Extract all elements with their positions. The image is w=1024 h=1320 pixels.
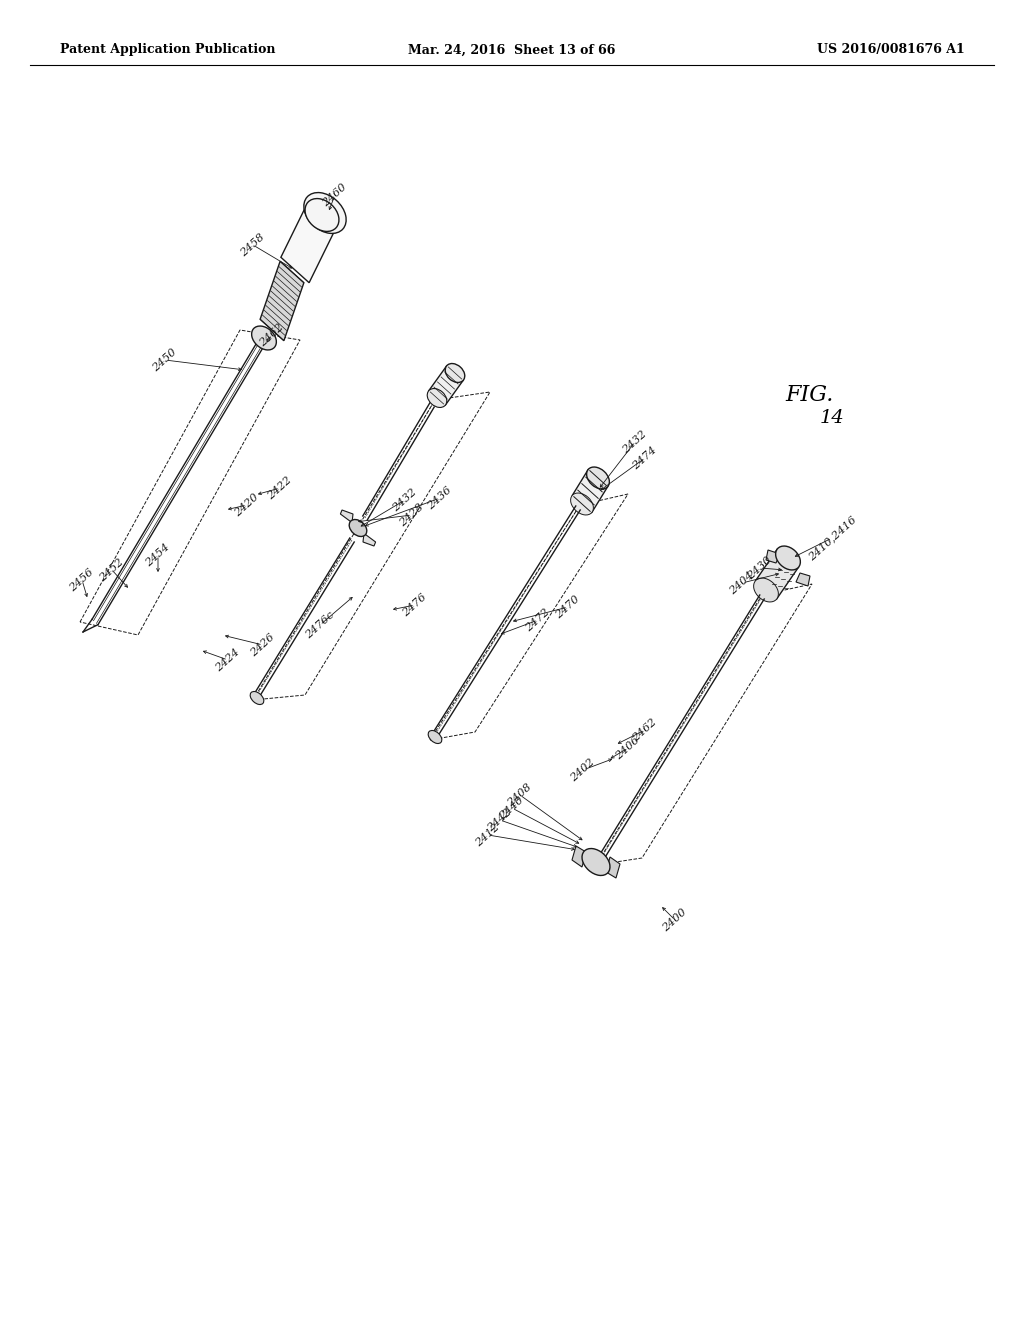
Polygon shape (572, 470, 607, 512)
Text: 2470: 2470 (554, 594, 582, 620)
Ellipse shape (570, 494, 593, 515)
Text: 2476c: 2476c (304, 610, 336, 640)
Text: 2472: 2472 (524, 607, 552, 634)
Text: 2450: 2450 (152, 347, 179, 374)
Polygon shape (281, 202, 336, 282)
Ellipse shape (587, 467, 609, 488)
Ellipse shape (305, 198, 339, 231)
Polygon shape (796, 573, 810, 586)
Text: 2404: 2404 (728, 570, 756, 597)
Ellipse shape (582, 849, 610, 875)
Text: 2408: 2408 (506, 781, 534, 808)
Text: 2462: 2462 (631, 717, 658, 743)
Text: 2432: 2432 (391, 487, 419, 513)
Text: 14: 14 (820, 409, 845, 426)
Text: 2436: 2436 (426, 484, 454, 511)
Text: 2460: 2460 (322, 182, 349, 209)
Text: 2424: 2424 (214, 647, 242, 673)
Ellipse shape (445, 363, 465, 383)
Text: 2412: 2412 (474, 822, 502, 849)
Text: 2426: 2426 (249, 632, 276, 659)
Text: 2456: 2456 (68, 566, 96, 593)
Text: 2402: 2402 (569, 756, 597, 783)
Text: 2420: 2420 (233, 492, 261, 519)
Polygon shape (766, 550, 780, 564)
Ellipse shape (349, 520, 367, 536)
Text: 2442: 2442 (486, 807, 514, 833)
Text: 2452: 2452 (98, 557, 126, 583)
Text: 2474: 2474 (631, 445, 658, 471)
Text: 2406: 2406 (614, 735, 642, 762)
Text: 2430: 2430 (746, 554, 774, 581)
Ellipse shape (252, 326, 276, 350)
Text: FIG.: FIG. (785, 384, 834, 407)
Polygon shape (260, 261, 304, 341)
Text: 2454: 2454 (144, 541, 172, 568)
Text: 2410,2416: 2410,2416 (806, 513, 858, 562)
Polygon shape (340, 510, 353, 523)
Text: Mar. 24, 2016  Sheet 13 of 66: Mar. 24, 2016 Sheet 13 of 66 (409, 44, 615, 57)
Text: 2440: 2440 (498, 795, 526, 821)
Text: 2458: 2458 (239, 232, 267, 259)
Text: 2462: 2462 (258, 322, 286, 348)
Polygon shape (362, 533, 376, 546)
Ellipse shape (775, 546, 801, 570)
Ellipse shape (304, 193, 346, 234)
Ellipse shape (427, 388, 446, 408)
Text: 2400: 2400 (662, 907, 689, 933)
Polygon shape (429, 366, 463, 405)
Polygon shape (756, 549, 799, 599)
Text: 2428: 2428 (398, 502, 426, 528)
Ellipse shape (428, 730, 441, 743)
Text: 2432: 2432 (622, 429, 649, 455)
Polygon shape (606, 857, 620, 878)
Text: US 2016/0081676 A1: US 2016/0081676 A1 (817, 44, 965, 57)
Text: 2476: 2476 (401, 591, 429, 618)
Ellipse shape (754, 578, 778, 602)
Polygon shape (572, 846, 586, 867)
Text: Patent Application Publication: Patent Application Publication (60, 44, 275, 57)
Ellipse shape (250, 692, 264, 705)
Text: 2422: 2422 (266, 475, 294, 502)
